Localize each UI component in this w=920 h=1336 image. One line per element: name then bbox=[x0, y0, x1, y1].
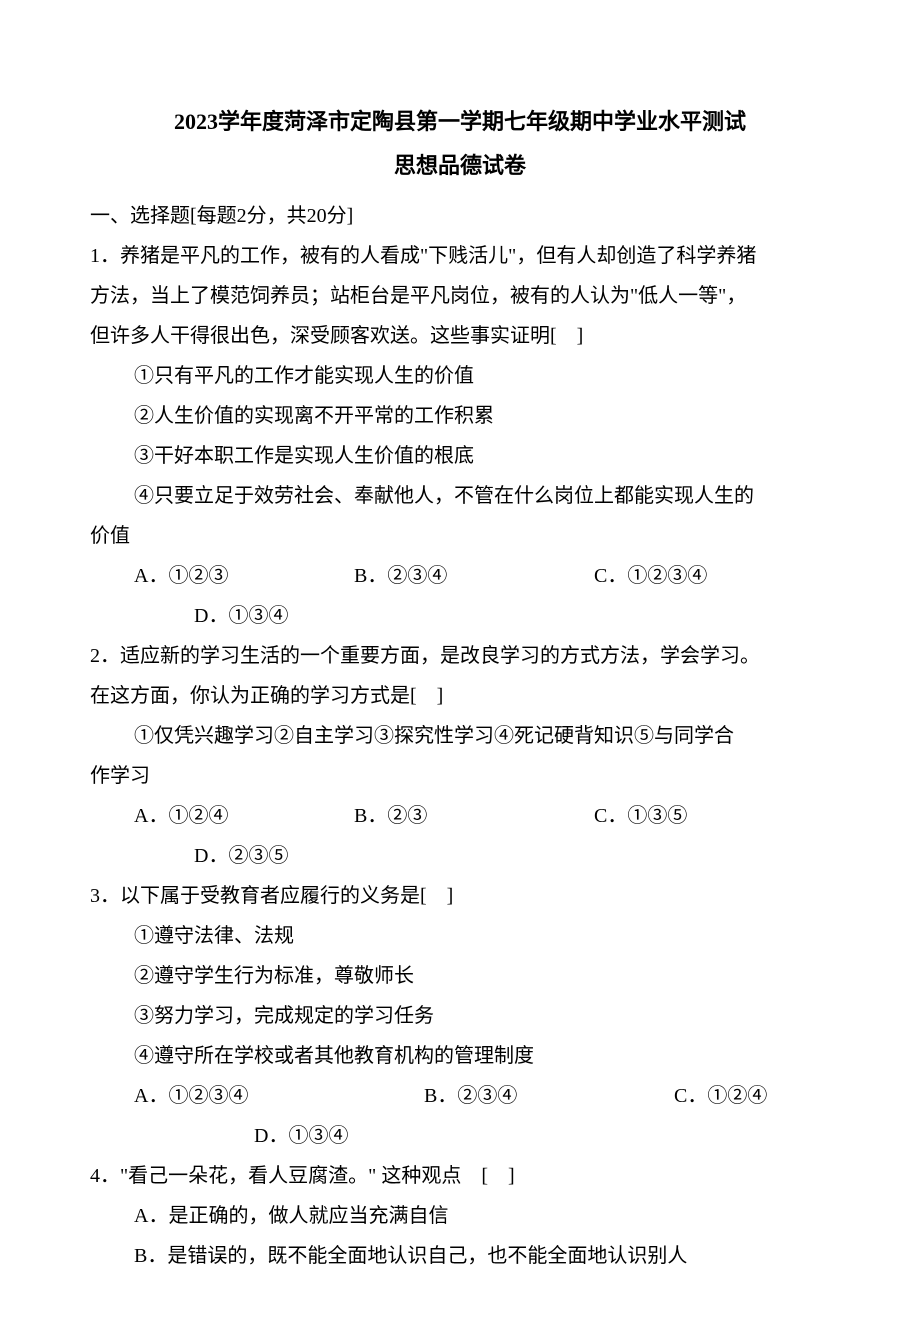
title-line-1: 2023学年度菏泽市定陶县第一学期七年级期中学业水平测试 bbox=[90, 100, 830, 144]
section-header: 一、选择题[每题2分，共20分] bbox=[90, 196, 830, 236]
q1-statement-3: ③干好本职工作是实现人生价值的根底 bbox=[90, 436, 830, 476]
q1-stem-l3: 但许多人干得很出色，深受顾客欢送。这些事实证明[ ] bbox=[90, 316, 830, 356]
q1-stem-l1: 1．养猪是平凡的工作，被有的人看成"下贱活儿"，但有人却创造了科学养猪 bbox=[90, 236, 830, 276]
q2-statement-1b: 作学习 bbox=[90, 756, 830, 796]
q1-option-a: A．①②③ bbox=[134, 556, 354, 596]
q3-statement-1: ①遵守法律、法规 bbox=[90, 916, 830, 956]
q1-option-d: D．①③④ bbox=[194, 596, 288, 636]
q3-option-b: B．②③④ bbox=[424, 1076, 674, 1116]
q3-statement-4: ④遵守所在学校或者其他教育机构的管理制度 bbox=[90, 1036, 830, 1076]
q3-statement-2: ②遵守学生行为标准，尊敬师长 bbox=[90, 956, 830, 996]
q1-option-b: B．②③④ bbox=[354, 556, 594, 596]
q3-option-a: A．①②③④ bbox=[134, 1076, 424, 1116]
q2-options-2: D．②③⑤ bbox=[90, 836, 830, 876]
q2-option-c: C．①③⑤ bbox=[594, 796, 794, 836]
q2-option-a: A．①②④ bbox=[134, 796, 354, 836]
q3-statement-3: ③努力学习，完成规定的学习任务 bbox=[90, 996, 830, 1036]
q2-option-d: D．②③⑤ bbox=[194, 836, 288, 876]
q4-stem-l1: 4．"看己一朵花，看人豆腐渣。" 这种观点 [ ] bbox=[90, 1156, 830, 1196]
q1-options: A．①②③ B．②③④ C．①②③④ bbox=[90, 556, 830, 596]
q1-option-c: C．①②③④ bbox=[594, 556, 794, 596]
q1-statement-2: ②人生价值的实现离不开平常的工作积累 bbox=[90, 396, 830, 436]
q3-option-c: C．①②④ bbox=[674, 1076, 824, 1116]
q1-statement-1: ①只有平凡的工作才能实现人生的价值 bbox=[90, 356, 830, 396]
q1-statement-4a: ④只要立足于效劳社会、奉献他人，不管在什么岗位上都能实现人生的 bbox=[90, 476, 830, 516]
q1-stem-l2: 方法，当上了模范饲养员；站柜台是平凡岗位，被有的人认为"低人一等"， bbox=[90, 276, 830, 316]
q2-stem-l2: 在这方面，你认为正确的学习方式是[ ] bbox=[90, 676, 830, 716]
title-line-2: 思想品德试卷 bbox=[90, 144, 830, 188]
q1-options-2: D．①③④ bbox=[90, 596, 830, 636]
q3-stem-l1: 3．以下属于受教育者应履行的义务是[ ] bbox=[90, 876, 830, 916]
q2-option-b: B．②③ bbox=[354, 796, 594, 836]
q3-options: A．①②③④ B．②③④ C．①②④ bbox=[90, 1076, 830, 1116]
q2-stem-l1: 2．适应新的学习生活的一个重要方面，是改良学习的方式方法，学会学习。 bbox=[90, 636, 830, 676]
q4-option-a: A．是正确的，做人就应当充满自信 bbox=[90, 1196, 830, 1236]
q4-option-b: B．是错误的，既不能全面地认识自己，也不能全面地认识别人 bbox=[90, 1236, 830, 1276]
q2-options: A．①②④ B．②③ C．①③⑤ bbox=[90, 796, 830, 836]
q3-options-2: D．①③④ bbox=[90, 1116, 830, 1156]
q1-statement-4b: 价值 bbox=[90, 516, 830, 556]
q3-option-d: D．①③④ bbox=[254, 1116, 348, 1156]
q2-statement-1a: ①仅凭兴趣学习②自主学习③探究性学习④死记硬背知识⑤与同学合 bbox=[90, 716, 830, 756]
